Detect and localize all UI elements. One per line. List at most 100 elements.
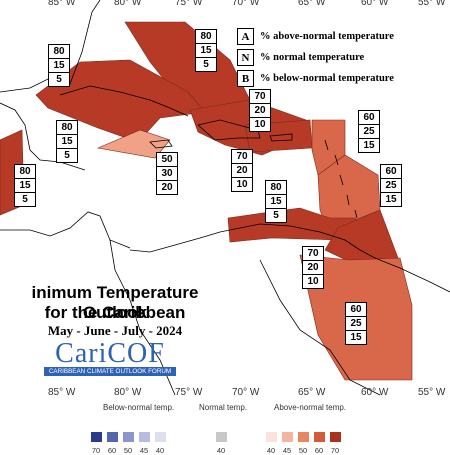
prob-above: 60 [363,112,375,123]
key-text: % above-normal temperature [260,31,394,42]
map-subtitle: for the Caribbean [44,303,186,322]
prob-box-trinidad: 70 20 10 [302,246,324,289]
prob-above: 60 [385,166,397,177]
lon-label: 85° W [48,387,76,398]
key-row-above: A % above-normal temperature [237,26,394,47]
lon-label: 70° W [232,0,260,8]
cuba-coast [59,85,189,117]
prob-normal: 25 [346,316,366,330]
prob-below: 10 [232,177,252,191]
prob-below: 15 [359,138,379,152]
lon-label: 75° W [175,0,203,8]
prob-above: 60 [350,304,362,315]
legend-above-title: Above-normal temp. [274,403,347,412]
probability-key: A % above-normal temperature N % normal … [237,26,394,89]
coastlines [0,0,450,396]
lon-label: 65° W [298,0,326,8]
prob-box-leeward: 60 25 15 [358,110,380,153]
prob-normal: 15 [15,178,35,192]
region-jamaica-sea [96,129,171,159]
prob-box-bahamas: 80 15 5 [195,29,217,72]
prob-box-central-america: 80 15 5 [14,164,36,207]
lon-label: 55° W [418,387,446,398]
south-america-coast [129,223,450,293]
caricof-logo: CariCOF CARIBBEAN CLIMATE OUTLOOK FORUM [44,338,176,376]
legend-below-tick: 70 [91,446,101,455]
prob-below: 5 [196,57,216,71]
prob-box-gulf: 80 15 5 [48,44,70,87]
region-cuba [35,59,206,143]
hispaniola-coast [197,119,261,141]
prob-box-cuba: 80 15 5 [56,120,78,163]
legend-below-tick: 40 [155,446,165,455]
key-letter: B [237,70,254,87]
lon-label: 60° W [361,0,389,8]
prob-above: 80 [270,182,282,193]
lon-label: 70° W [232,387,260,398]
prob-box-puerto-rico: 70 20 10 [231,149,253,192]
prob-normal: 20 [232,163,252,177]
prob-below: 5 [57,148,77,162]
lon-label: 65° W [298,387,326,398]
key-row-below: B % below-normal temperature [237,68,394,89]
prob-normal: 25 [381,178,401,192]
prob-above: 80 [200,31,212,42]
prob-normal: 15 [49,58,69,72]
legend-below-swatch [139,432,150,442]
logo-subtitle: CARIBBEAN CLIMATE OUTLOOK FORUM [44,367,176,376]
prob-above: 70 [236,151,248,162]
prob-normal: 30 [157,166,177,180]
lesser-antilles [324,139,358,219]
prob-normal: 20 [250,103,270,117]
color-legend: Below-normal temp. Normal temp. Above-no… [90,403,390,455]
legend-above-swatch [298,432,309,442]
legend-below-tick: 45 [139,446,149,455]
lon-label: 55° W [418,0,446,8]
jamaica-coast [149,139,173,149]
legend-above-swatch [314,432,325,442]
legend-below-title: Below-normal temp. [103,403,175,412]
prob-above: 80 [61,122,73,133]
prob-box-windward: 60 25 15 [380,164,402,207]
lon-label: 85° W [48,0,76,8]
legend-above-swatch [282,432,293,442]
key-text: % below-normal temperature [260,73,394,84]
prob-below: 10 [303,274,323,288]
central-america-coast [0,211,131,249]
legend-below-swatch [91,432,102,442]
map-title: inimum Temperature Outlook [31,283,199,322]
legend-normal-swatch [216,432,227,442]
prob-normal: 15 [196,43,216,57]
puerto-rico-coast [269,133,293,142]
legend-below-swatch [123,432,134,442]
legend-above-tick: 50 [298,446,308,455]
key-row-normal: N % normal temperature [237,47,394,68]
legend-above-tick: 70 [330,446,340,455]
region-windward [317,154,381,233]
key-letter: A [237,28,254,45]
prob-box-venezuela: 80 15 5 [265,180,287,223]
prob-above: 80 [19,166,31,177]
inland-border [259,259,381,396]
prob-normal: 15 [57,134,77,148]
key-text: % normal temperature [260,52,365,63]
legend-normal-tick: 40 [216,446,226,455]
prob-above: 70 [307,248,319,259]
legend-above-tick: 40 [266,446,276,455]
prob-normal: 15 [266,194,286,208]
legend-above-tick: 60 [314,446,324,455]
legend-above-swatch [266,432,277,442]
prob-below: 15 [381,192,401,206]
lon-label: 60° W [361,387,389,398]
prob-below: 5 [15,192,35,206]
andes-line [109,239,176,396]
legend-normal-title: Normal temp. [199,403,248,412]
forecast-period: May - June - July - 2024 [47,323,183,338]
lon-label: 75° W [175,387,203,398]
legend-below-swatch [107,432,118,442]
logo-wordmark: CariCOF [55,338,165,369]
prob-box-guianas: 60 25 15 [345,302,367,345]
legend-below-tick: 60 [107,446,117,455]
lon-label: 80° W [114,387,142,398]
legend-below-swatch [155,432,166,442]
